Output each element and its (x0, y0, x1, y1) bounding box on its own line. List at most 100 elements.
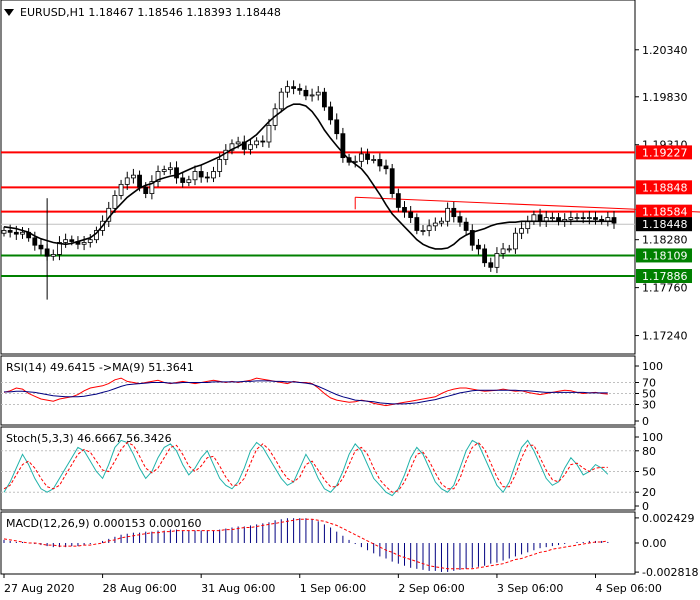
candle-body (482, 248, 488, 264)
time-axis: 27 Aug 2020 28 Aug 06:00 31 Aug 06:00 1 Sep… (3, 574, 662, 595)
candle-body (149, 181, 155, 194)
candle-body (549, 217, 555, 219)
candle-body (87, 239, 93, 243)
candle-body (143, 186, 149, 194)
price-series (1, 80, 617, 300)
candle-body (531, 214, 537, 222)
candle-body (38, 244, 44, 250)
candle-body (500, 248, 506, 254)
candle-body (334, 119, 340, 135)
candle-body (383, 165, 389, 170)
candle-body (309, 94, 315, 97)
candle-body (426, 225, 432, 231)
rsi-tick-label: 0 (642, 415, 649, 428)
candle-body (130, 174, 136, 179)
candle-body (229, 143, 235, 151)
macd-signal-line (3, 518, 608, 570)
level-tags: 1.19227 1.18848 1.18584 1.18109 1.17886 1.184… (636, 145, 692, 284)
rsi-ma-line (4, 380, 608, 405)
candle-body (81, 242, 87, 245)
candle-body (217, 159, 223, 172)
candle-body (611, 217, 617, 224)
candle-body (7, 230, 13, 233)
time-label: 28 Aug 06:00 (103, 582, 177, 595)
candle-body (574, 217, 580, 219)
level-tag-label: 1.17886 (642, 270, 688, 283)
stoch-series (1, 439, 635, 497)
candle-body (291, 86, 296, 89)
candle-body (537, 214, 543, 222)
candle-body (174, 167, 179, 179)
candle-body (371, 159, 377, 161)
candle-body (69, 239, 75, 242)
dropdown-triangle-icon[interactable] (4, 9, 14, 16)
stoch-tick-label: 100 (642, 431, 663, 444)
rsi-header: RSI(14) 49.6415 ->MA(9) 51.3641 (6, 361, 194, 374)
time-label: 27 Aug 2020 (4, 582, 74, 595)
candle-body (519, 228, 524, 234)
candle-body (1, 230, 7, 234)
stoch-tick-label: 50 (642, 466, 656, 479)
candle-body (389, 168, 395, 194)
candle-body (20, 231, 25, 235)
macd-tick-label: 0.002429 (642, 512, 695, 525)
candle-body (260, 140, 266, 143)
candle-body (315, 91, 321, 96)
candle-body (420, 230, 426, 232)
stoch-tick-label: 0 (642, 500, 649, 513)
candle-body (463, 221, 469, 231)
time-label: 31 Aug 06:00 (201, 582, 275, 595)
candle-body (63, 239, 69, 243)
candle-body (476, 244, 481, 250)
candle-body (494, 253, 500, 268)
candle-body (118, 183, 124, 196)
time-label: 4 Sep 06:00 (596, 582, 662, 595)
stoch-tick-label: 20 (642, 486, 656, 499)
stoch-main-line (3, 439, 609, 497)
macd-series (3, 518, 609, 572)
candle-body (568, 217, 574, 220)
candle-body (395, 193, 401, 208)
candle-body (451, 207, 457, 218)
candle-body (167, 167, 173, 171)
candle-body (457, 216, 463, 223)
candle-body (57, 242, 62, 255)
candle-body (328, 106, 333, 121)
level-tag-box (636, 204, 692, 219)
candle-body (593, 217, 598, 220)
level-tag-box (636, 248, 692, 263)
candle-body (322, 91, 327, 108)
rsi-tick-label: 100 (642, 360, 663, 373)
stoch-header: Stoch(5,3,3) 46.6667 56.3426 (6, 432, 172, 445)
level-tag-box (636, 269, 692, 284)
candle-body (580, 217, 586, 219)
current-price-box (636, 217, 692, 232)
candle-body (377, 159, 383, 167)
price-tick-label: 1.17240 (642, 330, 688, 343)
candle-body (358, 153, 364, 162)
candle-body (506, 248, 512, 251)
rsi-series (1, 377, 635, 407)
level-tag-label: 1.18848 (642, 181, 688, 194)
candle-body (186, 179, 192, 183)
candle-body (211, 171, 216, 179)
time-label: 2 Sep 06:00 (398, 582, 464, 595)
candle-body (408, 211, 414, 218)
candle-body (365, 153, 370, 160)
candle-body (155, 171, 161, 183)
candle-body (112, 195, 118, 209)
candle-body (340, 133, 346, 159)
candle-body (469, 230, 475, 246)
candle-body (248, 144, 253, 150)
candle-body (124, 177, 130, 185)
price-axis: 1.203401.198301.193101.182801.177601.172… (635, 44, 688, 343)
level-tag-label: 1.19227 (642, 146, 688, 159)
candle-body (50, 254, 56, 257)
candle-body (488, 262, 494, 268)
candle-body (414, 217, 420, 231)
